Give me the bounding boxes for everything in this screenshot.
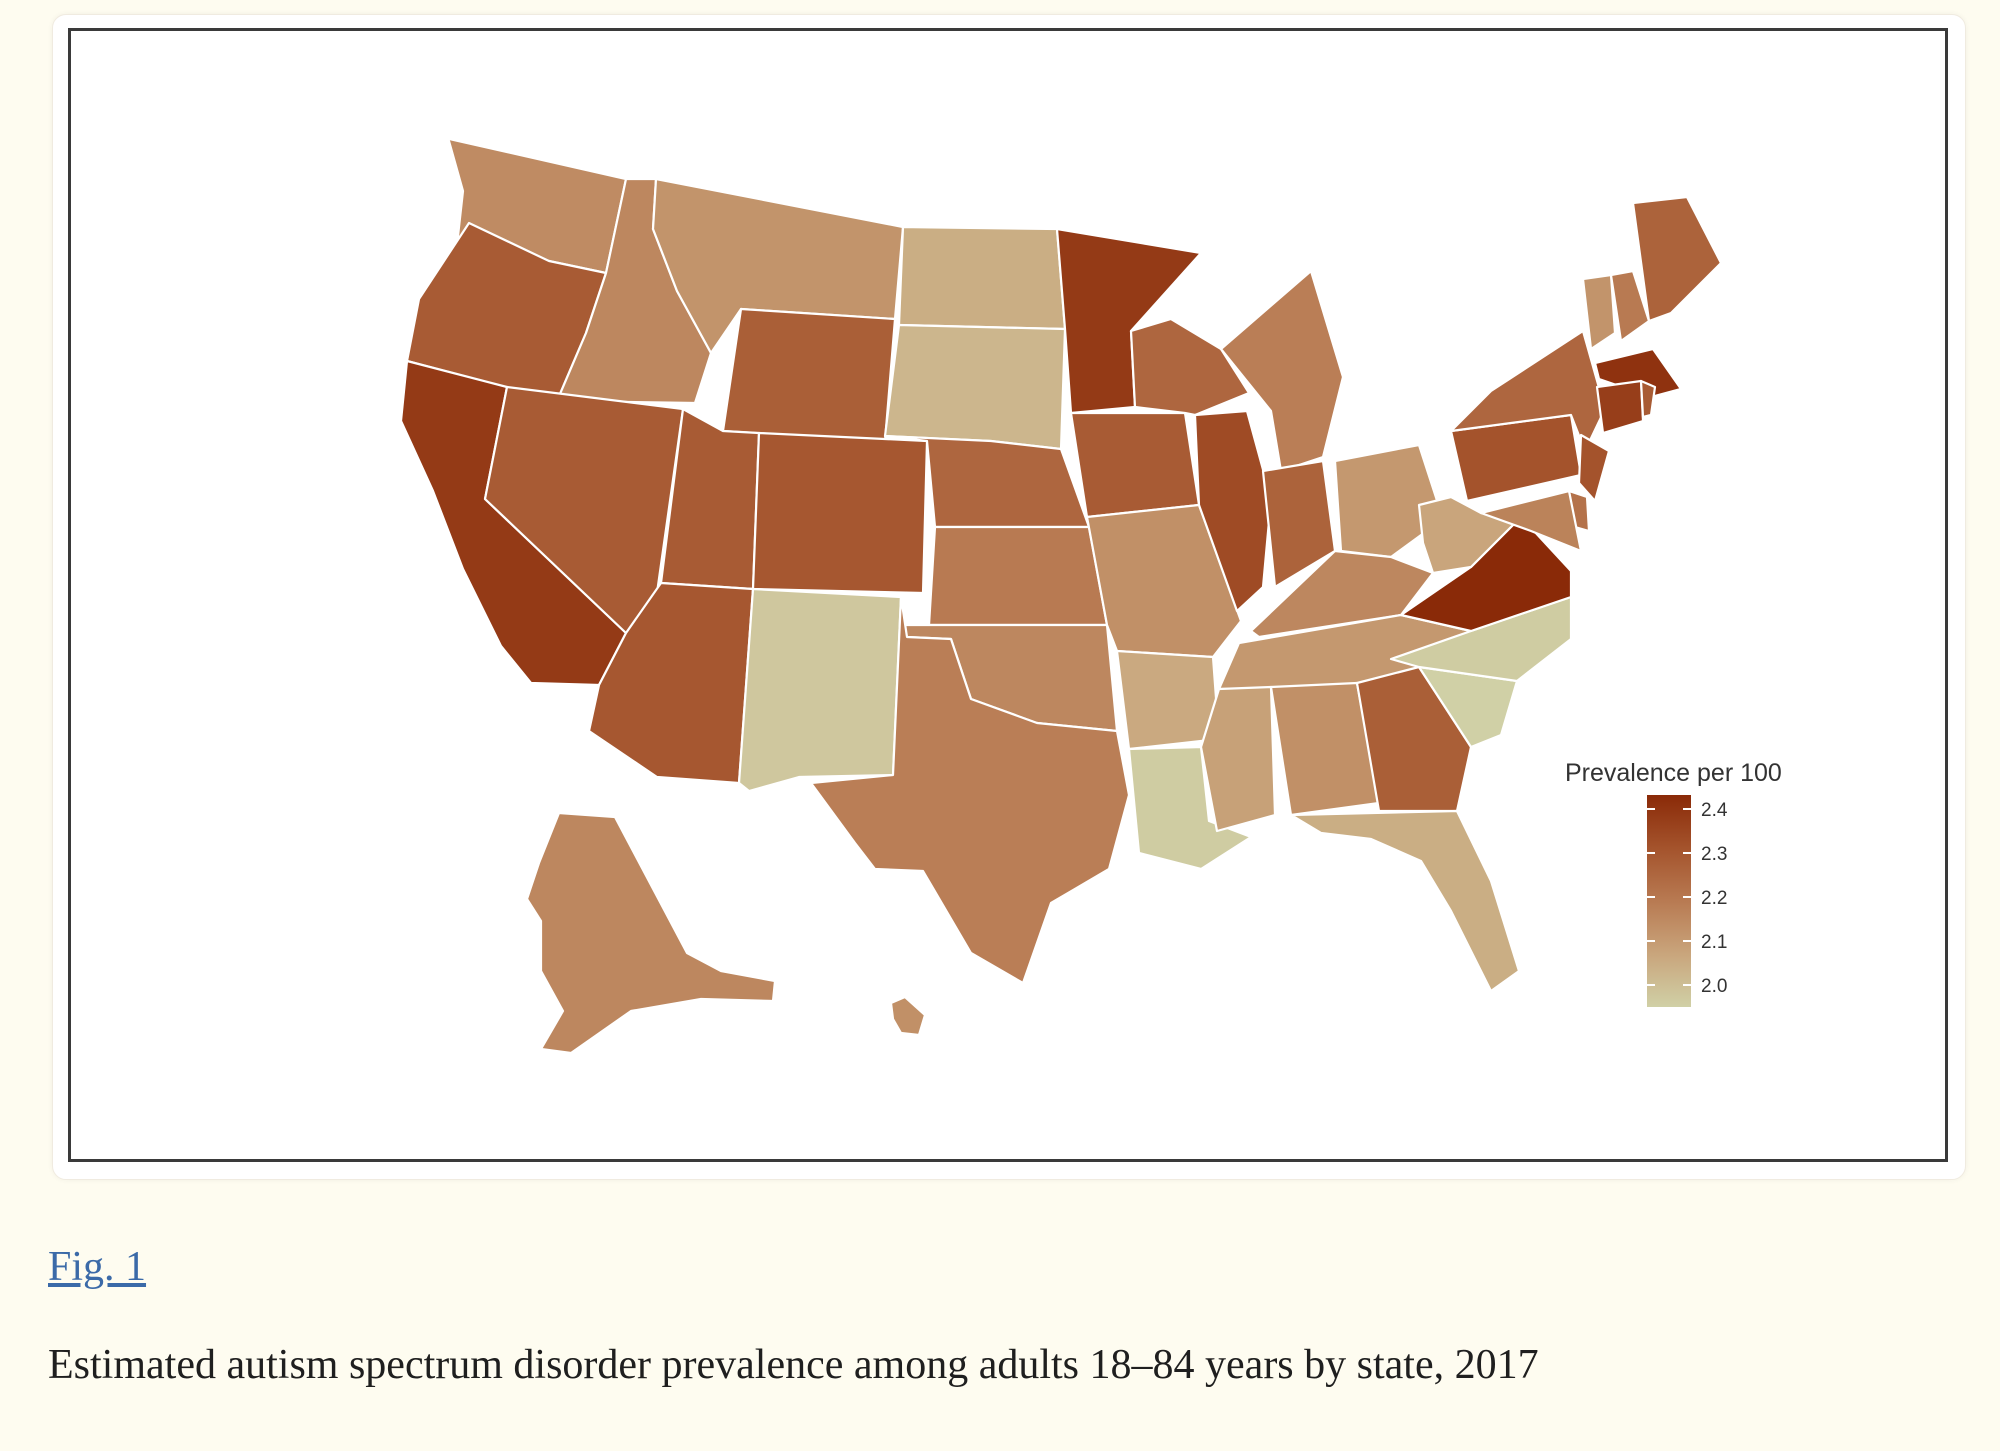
legend-tick-label: 2.1 [1701,932,1727,953]
legend-tick-label: 2.0 [1701,976,1727,997]
state-nh [1609,269,1651,343]
state-hi [889,995,927,1037]
figure-caption: Estimated autism spectrum disorder preva… [48,1342,1539,1388]
legend-tick-label: 2.2 [1701,888,1727,909]
legend-color-bar [1647,795,1691,1007]
map-legend: Prevalence per 100 2.4 2.3 2.2 2.1 2.0 [1565,759,1782,1007]
state-ga [1355,665,1473,813]
state-ia [1069,411,1201,519]
state-mi [1219,269,1345,473]
state-me [1631,195,1723,323]
choropleth-map: Prevalence per 100 2.4 2.3 2.2 2.1 2.0 [68,28,1948,1162]
state-tx [809,595,1131,985]
state-nj [1577,433,1611,503]
state-shapes [399,131,1723,1055]
state-vt [1581,273,1617,351]
state-ar [1115,649,1221,751]
legend-title: Prevalence per 100 [1565,759,1782,787]
state-wy [721,307,897,443]
state-co [751,431,929,595]
state-il [1193,409,1273,613]
state-ms [1199,685,1277,833]
state-ks [927,525,1109,627]
legend-tick-label: 2.3 [1701,844,1727,865]
legend-ticks: 2.4 2.3 2.2 2.1 2.0 [1647,800,1728,997]
state-oh [1333,443,1445,559]
state-fl [1289,809,1521,993]
us-state-map: Prevalence per 100 2.4 2.3 2.2 2.1 2.0 [399,131,1782,1055]
state-nm [737,587,903,793]
state-sd [883,323,1067,451]
state-wi [1129,317,1251,417]
state-nd [897,225,1067,331]
figure-link[interactable]: Fig. 1 [48,1244,147,1290]
legend-tick-label: 2.4 [1701,800,1728,821]
state-md [1479,489,1583,553]
state-ct [1595,379,1645,435]
state-ak [525,811,777,1055]
state-ri [1639,379,1657,419]
